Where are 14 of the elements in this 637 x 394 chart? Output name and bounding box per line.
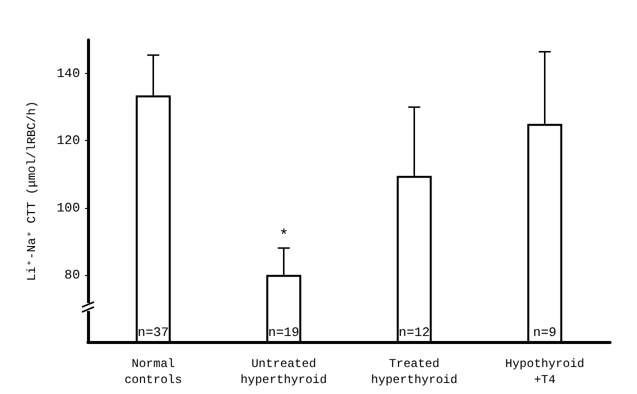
y-axis-title: Li⁺-Na⁺ CTT (μmol/lRBC/h) (25, 100, 39, 282)
y-tick-label: 100 (56, 200, 80, 216)
annotation: * (278, 227, 289, 246)
x-tick-label: Treated hyperthyroid (371, 357, 458, 387)
annotation: n=19 (268, 325, 300, 340)
y-tick-label: 80 (64, 267, 80, 282)
x-tick-label: Hypothyroid +T4 (505, 357, 584, 387)
annotation: n=37 (138, 325, 169, 340)
annotation: n=9 (533, 325, 556, 340)
y-tick-label: 120 (56, 133, 80, 148)
annotation: n=12 (398, 325, 430, 340)
x-tick-label: Untreated hyperthyroid (240, 357, 327, 387)
y-tick-label: 140 (56, 66, 80, 82)
x-tick-label: Normal controls (124, 357, 182, 387)
